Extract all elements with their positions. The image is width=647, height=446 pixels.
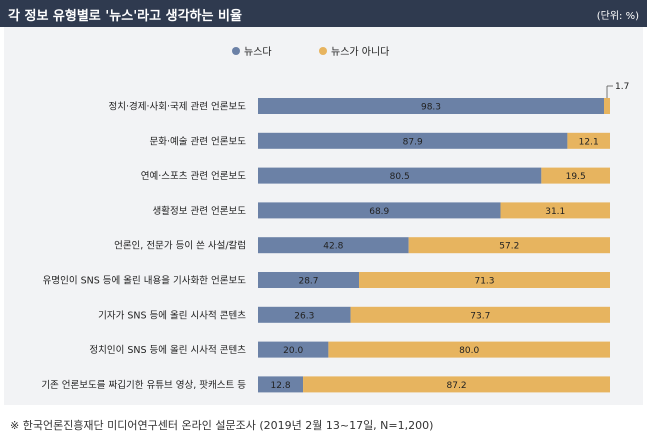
- category-label: 기존 언론보도를 짜깁기한 유튜브 영상, 팟캐스트 등: [41, 379, 246, 391]
- legend-label: 뉴스다: [244, 46, 272, 58]
- data-label: 73.7: [470, 311, 490, 321]
- bar-segment: [258, 376, 304, 393]
- data-label: 42.8: [323, 242, 343, 252]
- data-label: 68.9: [369, 207, 389, 217]
- category-label: 정치·경제·사회·국제 관련 언론보도: [109, 101, 247, 113]
- bar-segment: [541, 167, 610, 184]
- data-label: 12.8: [271, 381, 291, 391]
- data-label: 80.5: [390, 172, 410, 182]
- category-label: 기자가 SNS 등에 올린 시사적 콘텐츠: [98, 309, 246, 321]
- data-label: 87.2: [447, 381, 467, 391]
- data-label: 26.3: [294, 311, 314, 321]
- bar-segment: [408, 237, 610, 254]
- bar-segment: [258, 237, 409, 254]
- chart-title: 각 정보 유형별로 '뉴스'라고 생각하는 비율: [8, 9, 242, 24]
- data-label: 28.7: [298, 277, 318, 287]
- bar-segment: [604, 98, 610, 114]
- data-label: 12.1: [579, 137, 599, 147]
- legend-swatch: [232, 47, 240, 55]
- data-label: 19.5: [566, 172, 586, 182]
- data-label: 71.3: [474, 277, 494, 287]
- bar-segment: [258, 98, 605, 114]
- bar-segment: [258, 341, 329, 358]
- data-label: 31.1: [545, 207, 565, 217]
- source-note: ※ 한국언론진흥재단 미디어연구센터 온라인 설문조사 (2019년 2월 13…: [10, 419, 434, 432]
- category-label: 언론인, 전문가 등이 쓴 사설/칼럼: [114, 240, 246, 252]
- category-label: 연예·스포츠 관련 언론보도: [141, 170, 246, 182]
- category-label: 생활정보 관련 언론보도: [153, 205, 247, 217]
- category-label: 유명인이 SNS 등에 올린 내용을 기사화한 언론보도: [43, 275, 247, 287]
- data-label: 80.0: [459, 346, 479, 356]
- data-label: 20.0: [283, 346, 303, 356]
- bar-segment: [500, 202, 610, 219]
- bar-segment: [258, 306, 351, 323]
- data-label: 1.7: [615, 82, 629, 92]
- unit-label: (단위: %): [596, 11, 639, 22]
- bar-segment: [328, 341, 610, 358]
- bar-segment: [258, 202, 501, 219]
- data-label: 98.3: [421, 103, 441, 113]
- legend-swatch: [319, 47, 327, 55]
- header-bar: 각 정보 유형별로 '뉴스'라고 생각하는 비율 (단위: %): [0, 0, 647, 27]
- bar-segment: [303, 376, 610, 393]
- category-label: 문화·예술 관련 언론보도: [150, 135, 247, 147]
- legend-label: 뉴스가 아니다: [331, 46, 389, 58]
- bar-segment: [258, 132, 568, 149]
- data-label: 57.2: [499, 242, 519, 252]
- bar-segment: [350, 306, 610, 323]
- category-label: 정치인이 SNS 등에 올린 시사적 콘텐츠: [89, 344, 246, 356]
- bar-segment: [359, 272, 610, 288]
- bar-segment: [258, 167, 542, 184]
- data-label: 87.9: [403, 137, 423, 147]
- bar-segment: [567, 132, 610, 149]
- bar-segment: [258, 272, 360, 288]
